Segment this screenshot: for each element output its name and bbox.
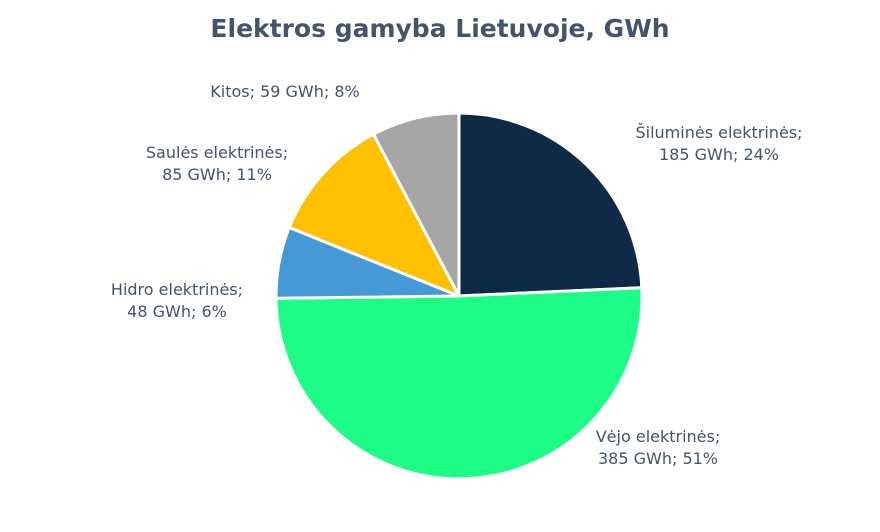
label-siluminės-line2: 185 GWh; 24% xyxy=(658,145,780,164)
label-saules: Saulės elektrinės; 85 GWh; 11% xyxy=(117,142,317,186)
chart-title: Elektros gamyba Lietuvoje, GWh xyxy=(210,14,670,43)
pie-slice-4 xyxy=(371,111,461,298)
label-hidro-line1: Hidro elektrinės; xyxy=(110,280,244,299)
label-kitos-line1: Kitos; 59 GWh; 8% xyxy=(210,82,360,101)
pie-slice-1 xyxy=(274,286,644,481)
label-saules-line2: 85 GWh; 11% xyxy=(162,165,272,184)
label-saules-line1: Saulės elektrinės; xyxy=(145,143,289,162)
label-hidro: Hidro elektrinės; 48 GWh; 6% xyxy=(82,279,272,323)
label-siluminės-line1: Šiluminės elektrinės; xyxy=(635,123,803,142)
pie-slice-0 xyxy=(457,111,644,298)
label-siluminės: Šiluminės elektrinės; 185 GWh; 24% xyxy=(604,122,834,166)
label-kitos: Kitos; 59 GWh; 8% xyxy=(180,81,390,103)
pie-slice-3 xyxy=(287,132,461,298)
label-vejo-line1: Vėjo elektrinės; xyxy=(595,427,721,446)
label-vejo-line2: 385 GWh; 51% xyxy=(597,449,719,468)
label-vejo: Vėjo elektrinės; 385 GWh; 51% xyxy=(568,426,748,470)
label-hidro-line2: 48 GWh; 6% xyxy=(127,302,227,321)
